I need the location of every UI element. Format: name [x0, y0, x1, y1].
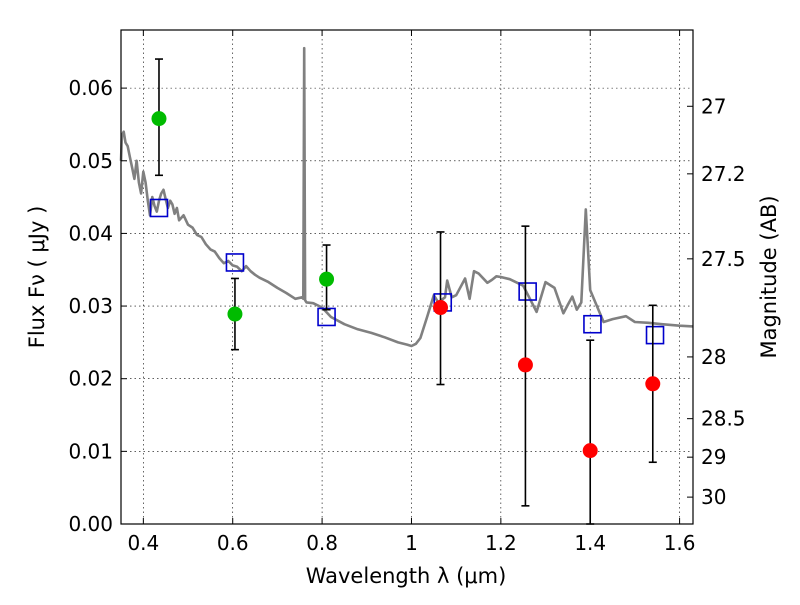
x-tick-label: 1.2 [485, 531, 517, 555]
y-tick-label: 0.02 [68, 367, 113, 391]
data-point-marker [582, 443, 598, 459]
y2-tick-label: 27.5 [701, 247, 746, 271]
model-square-marker [518, 282, 537, 301]
model-square-marker [645, 325, 665, 345]
x-tick-label: 1.4 [574, 531, 606, 555]
y-tick-label: 0.00 [68, 512, 113, 536]
data-point-marker [517, 357, 533, 373]
tick-layer: 0.4 0.6 0.8 1 1.2 1.4 1.6 0.00 0.01 0.02 0.03 0.04 0… [68, 30, 746, 555]
y2-tick-label: 27.2 [701, 162, 746, 186]
y2-tick-label: 29 [701, 445, 726, 469]
y2-tick-label: 28 [701, 345, 726, 369]
x-tick-label: 0.6 [217, 531, 249, 555]
data-point-marker [645, 376, 661, 392]
x-axis-label: Wavelength λ (μm) [306, 564, 507, 588]
data-point-marker [151, 111, 167, 127]
y-axis-label: Flux Fν ( μJy ) [25, 206, 49, 349]
data-point-marker [227, 306, 243, 322]
x-tick-label: 0.4 [127, 531, 159, 555]
y-tick-label: 0.01 [68, 439, 113, 463]
y-tick-label: 0.03 [68, 294, 113, 318]
data-point-marker [319, 271, 335, 287]
model-square-marker [149, 198, 169, 218]
spectrum-line [119, 46, 694, 348]
y2-tick-label: 30 [701, 485, 726, 509]
plot-frame [120, 29, 694, 525]
series-layer [119, 46, 694, 525]
y-tick-label: 0.05 [68, 149, 113, 173]
model-square-marker [583, 314, 602, 334]
x-tick-label: 1.6 [664, 531, 696, 555]
data-point-marker [433, 300, 449, 316]
y2-tick-label: 28.5 [701, 407, 746, 431]
y2-axis-label: Magnitude (AB) [757, 195, 781, 358]
y2-tick-label: 27 [701, 94, 726, 118]
y-tick-label: 0.04 [68, 221, 113, 245]
x-tick-label: 1 [405, 531, 418, 555]
model-square-marker [225, 253, 245, 272]
y-tick-label: 0.06 [68, 76, 113, 100]
x-tick-label: 0.8 [306, 531, 338, 555]
